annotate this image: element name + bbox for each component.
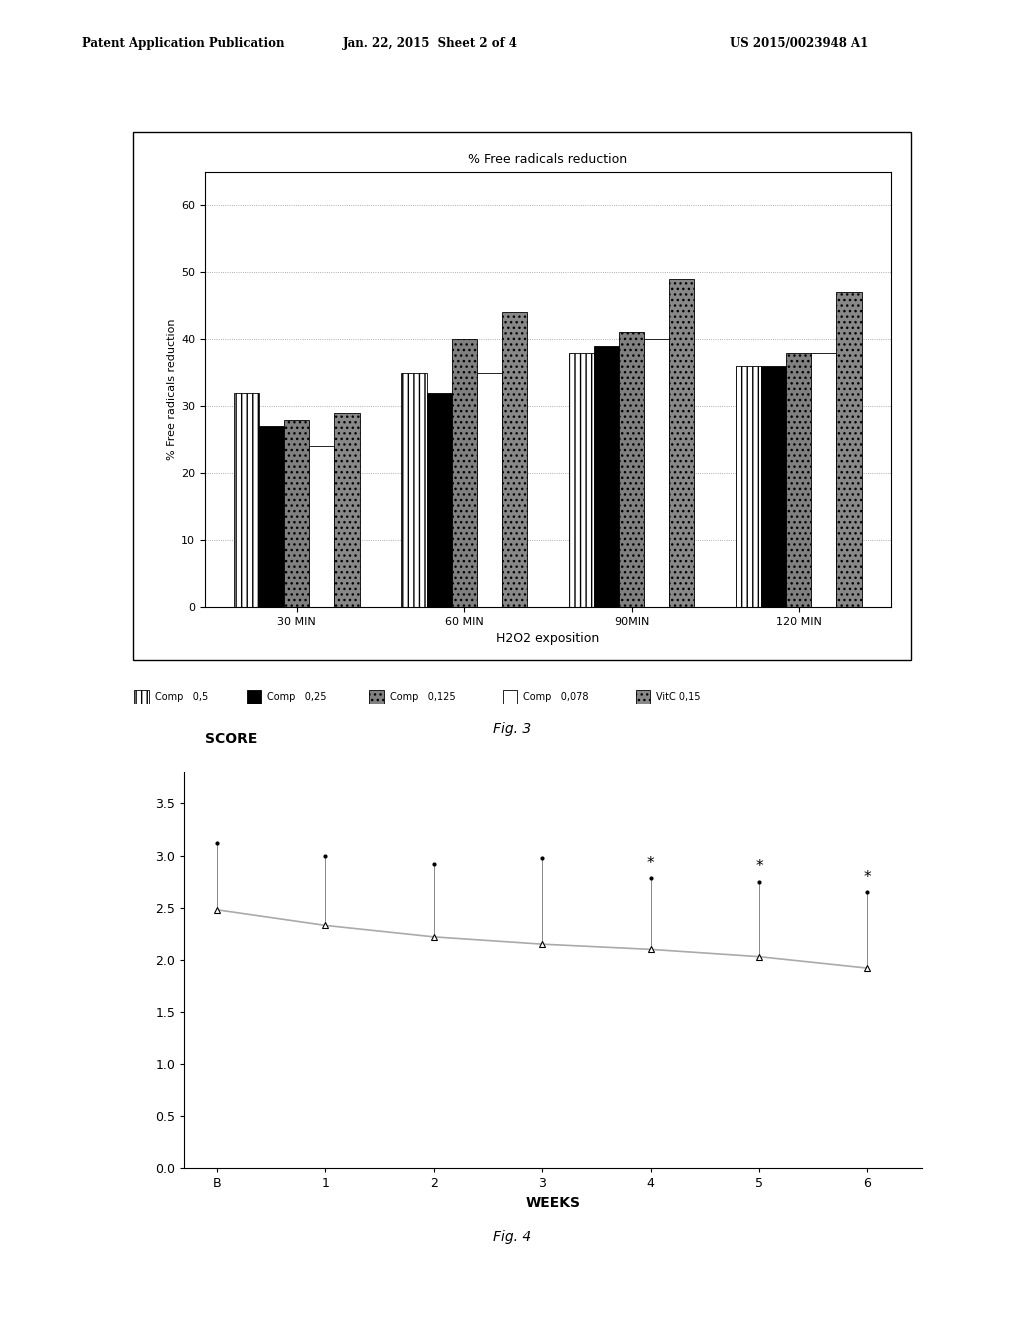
Text: Comp   0,5: Comp 0,5	[155, 692, 208, 702]
Text: SCORE: SCORE	[205, 731, 257, 746]
Text: Comp   0,25: Comp 0,25	[267, 692, 327, 702]
Bar	[736, 366, 761, 607]
Bar	[761, 366, 786, 607]
Text: Fig. 4: Fig. 4	[493, 1230, 531, 1243]
Bar	[837, 292, 861, 607]
Bar	[477, 372, 502, 607]
Bar	[618, 333, 644, 607]
X-axis label: WEEKS: WEEKS	[525, 1196, 581, 1210]
Bar	[786, 352, 811, 607]
Text: Comp   0,125: Comp 0,125	[390, 692, 456, 702]
Bar	[502, 313, 527, 607]
Bar	[335, 413, 359, 607]
Bar	[401, 372, 427, 607]
Text: *: *	[755, 859, 763, 874]
Text: *: *	[647, 857, 654, 871]
Text: Patent Application Publication: Patent Application Publication	[82, 37, 285, 50]
Text: Fig. 3: Fig. 3	[493, 722, 531, 735]
Bar	[568, 352, 594, 607]
X-axis label: H2O2 exposition: H2O2 exposition	[497, 632, 599, 645]
Title: % Free radicals reduction: % Free radicals reduction	[468, 153, 628, 166]
Text: Jan. 22, 2015  Sheet 2 of 4: Jan. 22, 2015 Sheet 2 of 4	[343, 37, 517, 50]
Bar	[309, 446, 335, 607]
Bar	[811, 352, 837, 607]
Bar	[259, 426, 285, 607]
Bar	[594, 346, 618, 607]
Text: *: *	[863, 870, 871, 884]
Text: Comp   0,078: Comp 0,078	[523, 692, 589, 702]
Bar	[234, 393, 259, 607]
Text: US 2015/0023948 A1: US 2015/0023948 A1	[729, 37, 868, 50]
Text: VitC 0,15: VitC 0,15	[656, 692, 700, 702]
Bar	[669, 279, 694, 607]
Bar	[427, 393, 452, 607]
Bar	[285, 420, 309, 607]
Bar	[644, 339, 669, 607]
Bar	[452, 339, 477, 607]
Y-axis label: % Free radicals reduction: % Free radicals reduction	[167, 318, 177, 461]
